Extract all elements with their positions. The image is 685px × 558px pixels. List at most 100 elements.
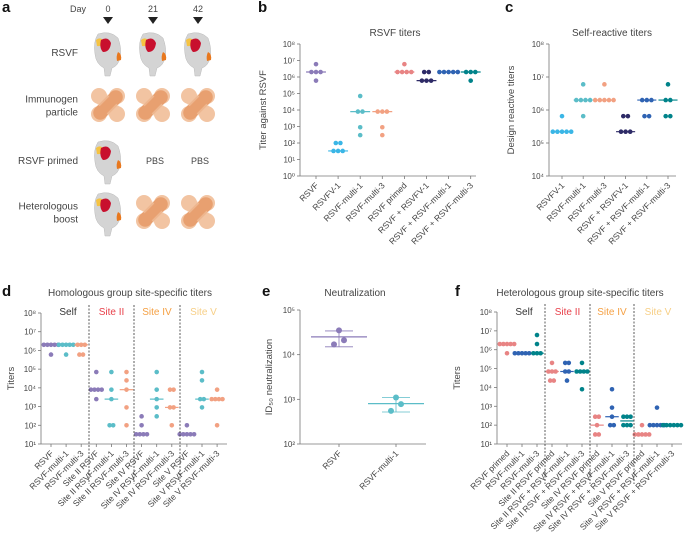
data-point <box>592 414 598 420</box>
data-point <box>75 342 80 348</box>
data-point <box>678 422 684 428</box>
immunogen-particle-icon <box>136 195 170 229</box>
data-point <box>646 432 652 437</box>
data-point <box>667 422 673 428</box>
data-point <box>154 387 159 392</box>
data-point <box>611 97 616 103</box>
data-point <box>375 109 381 114</box>
data-point <box>555 129 560 135</box>
row-label: RSVF <box>51 48 78 59</box>
data-point <box>592 97 598 103</box>
data-point <box>393 394 399 401</box>
data-point <box>395 69 400 75</box>
data-point <box>201 396 207 402</box>
data-point <box>636 432 641 437</box>
data-point <box>177 431 182 437</box>
site-patch <box>161 52 167 61</box>
data-point <box>621 414 626 420</box>
data-point <box>313 61 319 67</box>
data-point <box>671 422 677 428</box>
data-point <box>549 360 555 366</box>
particle-bar <box>185 92 211 118</box>
data-point <box>88 387 94 392</box>
day-0: 0 <box>105 4 110 14</box>
data-point <box>171 405 176 410</box>
data-point <box>585 369 590 374</box>
panel-letter-c: c <box>505 0 513 16</box>
data-point <box>336 327 342 334</box>
data-point <box>644 97 650 103</box>
data-point <box>534 341 540 347</box>
y-axis-label: Titers <box>6 367 17 391</box>
data-point <box>566 360 572 366</box>
data-point <box>618 129 624 135</box>
data-point <box>45 342 50 348</box>
data-point <box>99 387 104 392</box>
y-tick-label: 10⁷ <box>283 57 295 66</box>
group-header: Site IV <box>142 307 172 318</box>
y-tick-label: 10² <box>283 139 295 148</box>
data-point <box>581 369 587 374</box>
particle-bar <box>185 199 211 225</box>
data-point <box>583 97 588 103</box>
data-point <box>199 405 205 410</box>
group-header: Site IV <box>597 307 627 318</box>
data-point <box>404 69 410 75</box>
data-point <box>508 341 513 347</box>
rsvf-protein-icon <box>94 140 122 185</box>
data-point <box>357 124 363 130</box>
data-point <box>501 341 506 347</box>
data-point <box>199 378 205 383</box>
data-point <box>566 369 572 374</box>
y-tick-label: 10⁸ <box>532 40 544 49</box>
data-point <box>665 82 671 87</box>
data-point <box>564 129 569 135</box>
data-point <box>497 341 503 347</box>
data-point <box>67 342 72 348</box>
data-point <box>587 97 593 103</box>
y-tick-label: 10⁶ <box>24 346 36 355</box>
panel-letter-f: f <box>455 283 461 300</box>
data-point <box>660 422 666 428</box>
chart-b: RSVF titers Titer against RSVF 10⁰ 10¹ 10² 10… <box>258 28 481 246</box>
day-21: 21 <box>148 4 158 14</box>
data-point <box>124 369 129 375</box>
data-point <box>109 369 114 375</box>
data-point <box>184 431 190 437</box>
chart-title: Neutralization <box>324 288 385 299</box>
data-point <box>335 148 341 154</box>
data-point <box>63 342 69 348</box>
particle-bar <box>140 199 166 225</box>
site-patch <box>100 38 111 52</box>
data-point <box>446 69 451 75</box>
rsvf-protein-icon <box>139 32 167 77</box>
data-point <box>92 387 97 392</box>
data-point <box>331 148 336 154</box>
data-point <box>664 422 669 428</box>
y-tick-label: 10⁵ <box>480 365 492 374</box>
panel-letters: a b c d e f <box>2 0 513 300</box>
data-point <box>340 148 346 154</box>
chart-title: RSVF titers <box>369 28 420 39</box>
chart-f: Heterologous group site-specific titers T… <box>452 288 684 534</box>
data-point <box>95 387 101 392</box>
data-point <box>437 69 442 75</box>
data-point <box>399 69 405 75</box>
panel-letter-d: d <box>2 283 11 300</box>
data-point <box>579 386 585 392</box>
data-point <box>597 97 603 103</box>
data-point <box>214 422 220 428</box>
data-point <box>538 350 543 356</box>
pbs-label: PBS <box>191 156 209 166</box>
data-point <box>594 422 600 428</box>
data-point <box>624 414 630 420</box>
chart-d: Homologous group site-specific titers Tit… <box>6 288 227 511</box>
row-label: particle <box>46 108 79 119</box>
data-point <box>56 342 62 348</box>
data-point <box>124 422 129 428</box>
data-point <box>534 332 540 338</box>
data-point <box>592 432 598 437</box>
data-point <box>562 369 568 374</box>
y-tick-label: 10⁸ <box>283 40 295 49</box>
